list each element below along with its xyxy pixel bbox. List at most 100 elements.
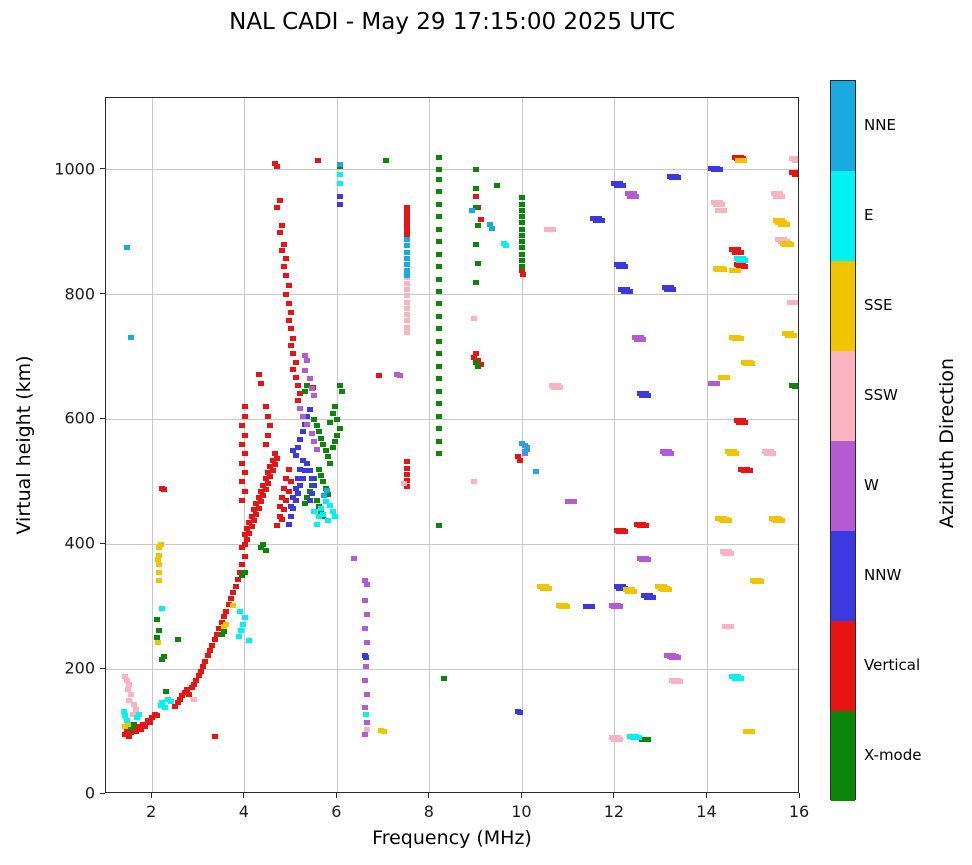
echo-point [288, 504, 295, 510]
x-tick-label: 12 [603, 802, 625, 821]
echo-point [362, 626, 369, 632]
echo-point [734, 157, 747, 163]
echo-point [262, 441, 269, 447]
echo-point [613, 182, 626, 188]
echo-point [223, 608, 230, 614]
echo-point [363, 663, 370, 669]
echo-point [362, 597, 369, 603]
echo-point [362, 705, 369, 711]
echo-point [246, 530, 253, 536]
echo-point [773, 193, 786, 199]
echo-point [403, 224, 410, 230]
echo-point [329, 509, 336, 515]
echo-point [643, 594, 656, 600]
echo-point [362, 732, 369, 738]
echo-point [403, 324, 410, 330]
echo-point [551, 384, 564, 390]
echo-point [671, 679, 684, 685]
y-tick [100, 293, 105, 295]
gridline [106, 543, 798, 545]
x-tick [798, 793, 800, 798]
echo-point [403, 237, 410, 243]
echo-point [519, 214, 526, 220]
echo-point [123, 717, 130, 723]
colorbar-segment-vertical [831, 621, 855, 711]
echo-point [288, 326, 295, 332]
echo-point [489, 225, 496, 231]
echo-point [257, 499, 264, 505]
echo-point [314, 157, 321, 163]
echo-point [519, 207, 526, 213]
echo-point [257, 380, 264, 386]
echo-point [519, 201, 526, 207]
echo-point [121, 732, 128, 738]
echo-point [276, 198, 283, 204]
echo-point [248, 524, 255, 530]
echo-point [475, 260, 482, 266]
echo-point [306, 498, 313, 504]
x-tick-label: 4 [238, 802, 249, 821]
echo-point [239, 423, 246, 429]
echo-point [736, 264, 749, 270]
echo-point [251, 518, 258, 524]
echo-point [267, 463, 274, 469]
echo-point [295, 382, 301, 388]
echo-point [639, 393, 651, 399]
echo-point [230, 589, 237, 595]
echo-point [174, 700, 181, 706]
echo-point [436, 226, 443, 232]
echo-point [473, 359, 480, 365]
echo-point [136, 712, 143, 718]
echo-point [719, 518, 732, 524]
echo-point [134, 715, 141, 721]
echo-point [320, 441, 327, 447]
echo-point [133, 706, 140, 712]
echo-point [436, 251, 443, 257]
echo-point [304, 382, 311, 388]
echo-point [327, 503, 334, 509]
echo-point [260, 482, 267, 488]
echo-point [364, 640, 371, 646]
echo-point [315, 466, 322, 472]
echo-point [664, 287, 677, 293]
echo-point [364, 719, 371, 725]
echo-point [473, 242, 480, 248]
echo-point [533, 469, 540, 475]
echo-point [288, 513, 295, 519]
echo-point [274, 164, 281, 170]
echo-point [321, 493, 328, 499]
echo-point [324, 488, 331, 494]
echo-point [159, 606, 166, 612]
echo-point [290, 494, 297, 500]
y-tick-label: 0 [84, 783, 95, 803]
y-tick [100, 667, 105, 669]
x-tick [335, 793, 337, 798]
y-axis-label: Virtual height (km) [13, 355, 35, 535]
echo-point [237, 609, 244, 615]
echo-point [313, 521, 320, 527]
echo-point [403, 484, 410, 490]
echo-point [281, 264, 288, 270]
echo-point [255, 372, 262, 378]
echo-point [403, 459, 410, 465]
echo-point [190, 696, 197, 702]
echo-point [283, 273, 290, 279]
echo-point [615, 264, 628, 270]
y-tick-label: 600 [64, 408, 95, 428]
echo-point [318, 505, 325, 511]
x-tick-label: 8 [423, 802, 434, 821]
echo-point [308, 430, 315, 436]
colorbar-segment-e [831, 171, 855, 261]
echo-point [503, 243, 510, 249]
echo-point [183, 686, 190, 692]
echo-point [611, 736, 624, 742]
echo-point [304, 494, 311, 500]
echo-point [290, 351, 297, 357]
echo-point [336, 181, 343, 187]
echo-point [403, 471, 410, 477]
echo-point [122, 724, 129, 730]
echo-point [125, 721, 132, 727]
echo-point [163, 688, 170, 694]
echo-point [403, 204, 410, 210]
